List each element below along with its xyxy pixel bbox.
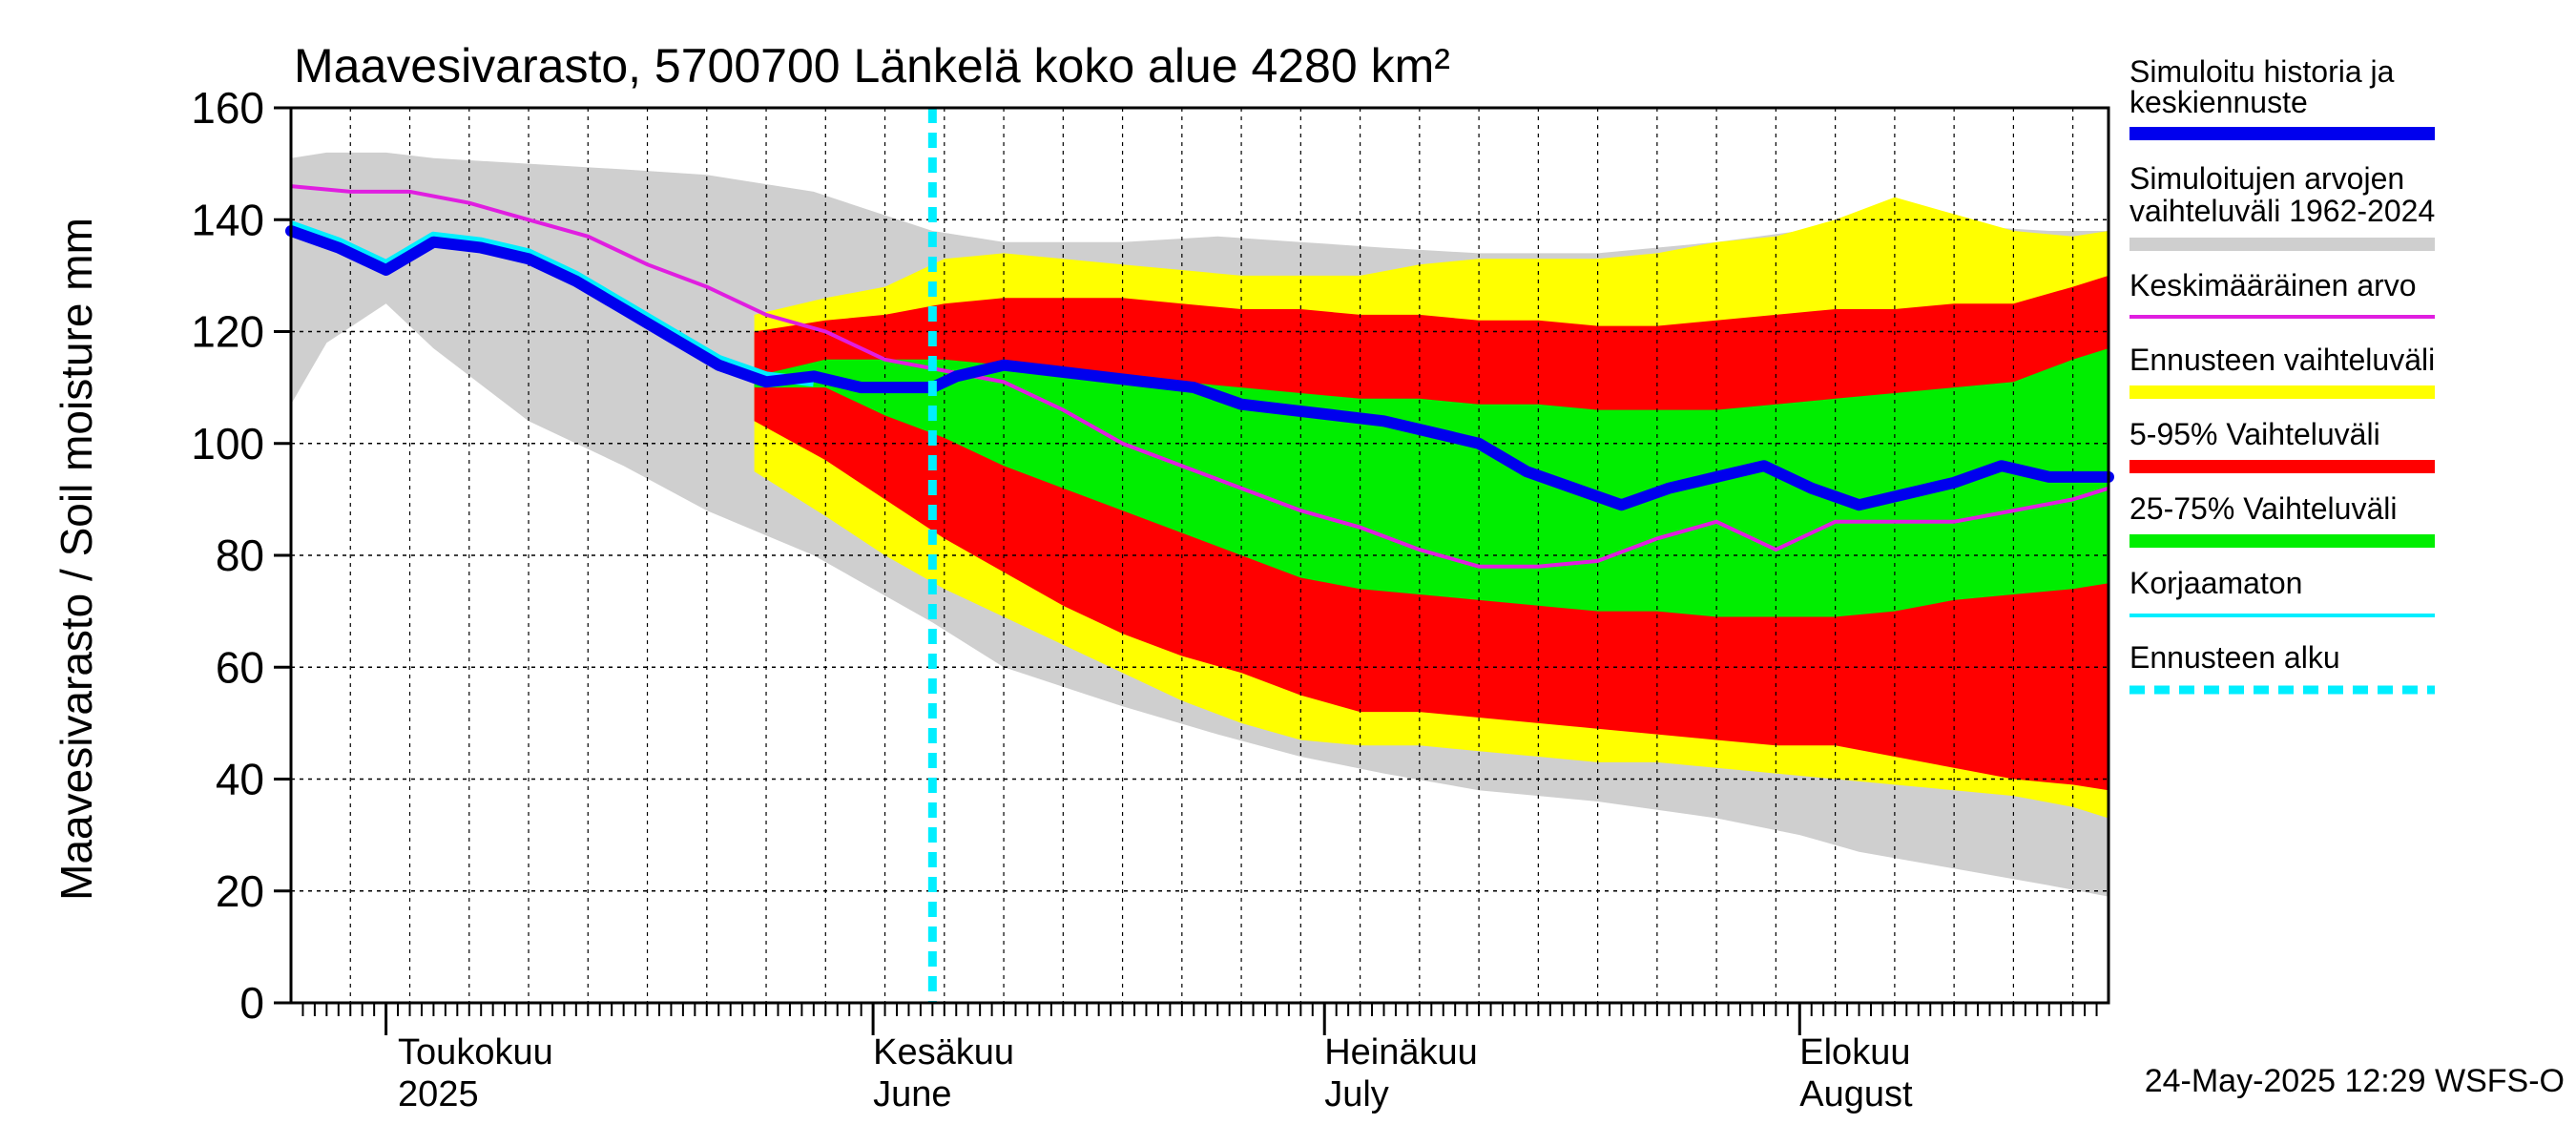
x-month-sublabel: July — [1324, 1074, 1389, 1114]
y-tick-label: 120 — [191, 307, 264, 357]
y-axis-label: Maavesivarasto / Soil moisture mm — [52, 218, 101, 901]
x-month-label: Heinäkuu — [1324, 1032, 1478, 1072]
legend-label: Keskimääräinen arvo — [2129, 268, 2417, 302]
y-tick-label: 100 — [191, 419, 264, 468]
x-month-sublabel: August — [1799, 1074, 1913, 1114]
y-tick-label: 160 — [191, 83, 264, 133]
y-tick-label: 140 — [191, 195, 264, 244]
x-month-sublabel: June — [873, 1074, 951, 1114]
x-month-label: Toukokuu — [398, 1032, 553, 1072]
legend-label: Ennusteen alku — [2129, 640, 2340, 675]
band-25-75 — [754, 348, 2109, 617]
y-tick-label: 40 — [216, 755, 264, 804]
range-bands — [291, 152, 2109, 897]
legend-label: Simuloitu historia ja — [2129, 54, 2395, 89]
legend-label: 25-75% Vaihteluväli — [2129, 491, 2397, 526]
y-tick-label: 20 — [216, 866, 264, 916]
x-month-label: Elokuu — [1799, 1032, 1910, 1072]
legend-label: 5-95% Vaihteluväli — [2129, 417, 2380, 451]
legend-label: Korjaamaton — [2129, 566, 2302, 600]
legend-label: Ennusteen vaihteluväli — [2129, 343, 2435, 377]
series-simulated-line — [285, 225, 2114, 511]
y-tick-label: 80 — [216, 531, 264, 580]
timestamp-label: 24-May-2025 12:29 WSFS-O — [2145, 1063, 2565, 1099]
x-month-label: Kesäkuu — [873, 1032, 1014, 1072]
series-mean-line — [290, 184, 2109, 569]
series-lines — [285, 108, 2114, 1003]
legend-label: keskiennuste — [2129, 85, 2308, 119]
y-tick-label: 0 — [239, 978, 264, 1028]
y-tick-label: 60 — [216, 642, 264, 692]
chart-title: Maavesivarasto, 5700700 Länkelä koko alu… — [294, 39, 1450, 93]
x-month-sublabel: 2025 — [398, 1074, 479, 1114]
legend-label: Simuloitujen arvojen — [2129, 161, 2404, 196]
legend-label: vaihteluväli 1962-2024 — [2129, 194, 2435, 228]
